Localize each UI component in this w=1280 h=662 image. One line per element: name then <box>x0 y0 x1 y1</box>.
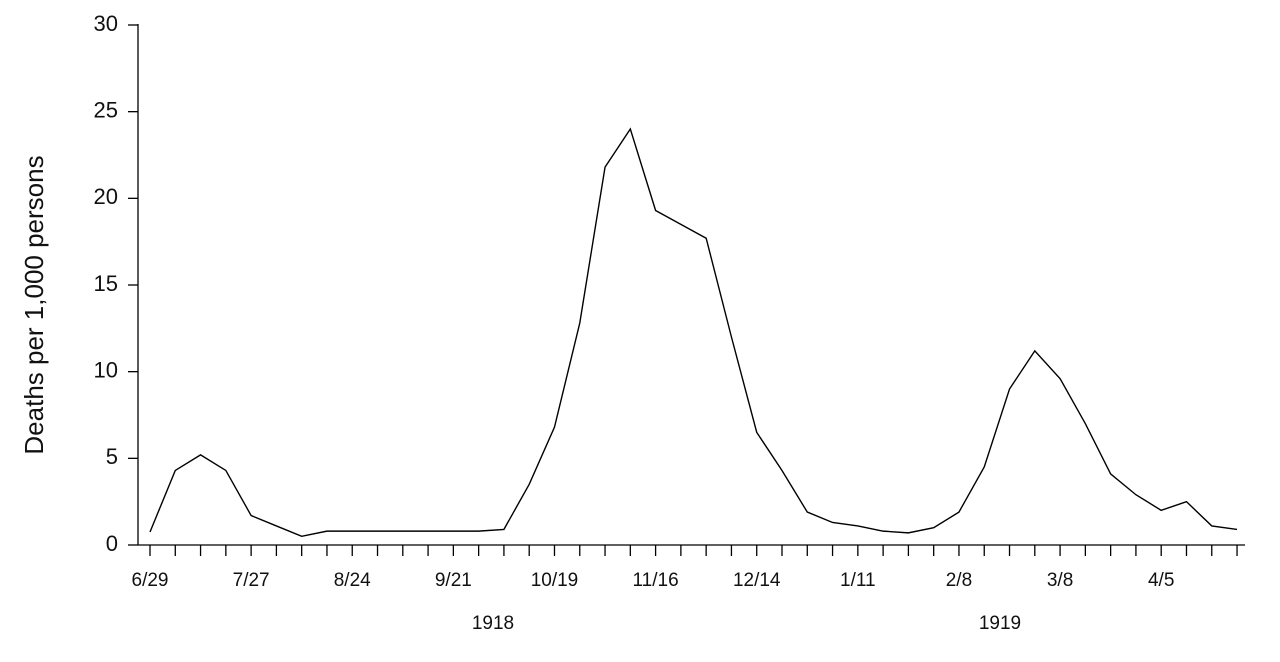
y-tick-label: 0 <box>106 531 118 556</box>
x-tick-label: 10/19 <box>531 570 579 591</box>
y-tick-label: 25 <box>94 97 118 122</box>
x-tick-label: 11/16 <box>633 570 679 591</box>
y-tick-label: 5 <box>106 444 118 469</box>
x-tick-label: 1/11 <box>840 570 876 591</box>
x-tick-label: 6/29 <box>132 570 169 591</box>
year-label: 1919 <box>979 613 1021 634</box>
x-tick-label: 7/27 <box>233 570 270 591</box>
y-tick-label: 30 <box>94 11 118 36</box>
x-tick-label: 9/21 <box>435 570 472 591</box>
x-tick-label: 8/24 <box>334 570 371 591</box>
y-tick-label: 20 <box>94 184 118 209</box>
x-tick-label: 12/14 <box>733 570 781 591</box>
x-tick-label: 2/8 <box>946 570 972 591</box>
data-line <box>149 127 1238 538</box>
year-label: 1918 <box>472 613 514 634</box>
x-tick-label: 4/5 <box>1148 570 1174 591</box>
x-tick-label: 3/8 <box>1047 570 1073 591</box>
y-tick-label: 15 <box>94 271 118 296</box>
y-tick-label: 10 <box>94 357 118 382</box>
y-axis-label: Deaths per 1,000 persons <box>19 155 49 454</box>
